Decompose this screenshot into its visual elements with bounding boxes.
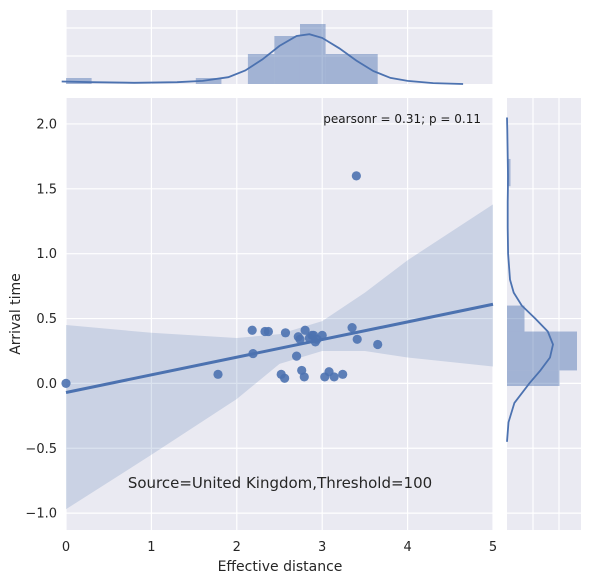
regression-line [65,302,494,394]
y-axis-label: Arrival time [8,273,24,355]
source-label: Source=United Kingdom,Threshold=100 [128,474,432,492]
scatter-point [295,334,305,344]
y-tick-label: 1.0 [36,247,57,262]
x-marginal-bar [247,54,275,84]
regression-confidence-band [66,204,493,510]
x-tick-label: 0 [62,540,70,555]
scatter-point [351,171,361,181]
y-tick-labels: −1.0 −0.5 0.0 0.5 1.0 1.5 2.0 [25,117,57,521]
y-marginal-bar [507,331,577,371]
y-tick-label: 2.0 [36,117,57,132]
scatter-point [280,373,290,383]
x-tick-label: 5 [489,540,497,555]
scatter-point [61,378,71,389]
scatter-point [317,330,327,341]
x-marginal-bar [299,24,326,84]
regression-line-segment [65,302,494,394]
x-marginal-bar [195,78,222,84]
scatter-point [213,369,223,379]
y-tick-label: 0.5 [36,312,57,327]
right-marginal-panel [507,98,581,530]
y-marginal-kde-curve [506,117,554,442]
scatter-point [247,325,257,335]
confidence-band [66,204,493,510]
y-tick-label: 0.0 [36,377,57,392]
x-marginal-bar [274,36,300,84]
x-marginal-kde-curve [61,33,464,85]
grid-lines [65,10,581,530]
scatter-points [61,171,383,389]
scatter-point [291,351,302,361]
scatter-point [263,326,273,337]
x-axis-label: Effective distance [218,559,343,575]
x-marginal-histogram [61,24,464,85]
y-tick-label: 1.5 [36,182,57,197]
y-tick-label: −1.0 [25,507,57,522]
scatter-point [299,372,309,382]
scatter-point [329,372,339,382]
x-tick-label: 4 [403,540,411,555]
scatter-point [248,348,258,359]
x-marginal-bar [66,78,92,84]
scatter-point [280,328,291,338]
x-tick-label: 1 [147,540,155,555]
x-tick-labels: 0 1 2 3 4 5 [62,540,497,555]
y-marginal-histogram [506,117,577,442]
pearson-annotation: pearsonr = 0.31; p = 0.11 [323,112,481,126]
scatter-point [300,325,310,335]
main-plot-panel [66,98,493,530]
scatter-point [347,323,357,333]
scatter-point [352,334,362,344]
y-tick-label: −0.5 [25,442,57,457]
scatter-point [373,339,383,350]
x-tick-label: 2 [233,540,241,555]
scatter-point [338,369,348,379]
y-marginal-bar [507,305,525,332]
x-tick-label: 3 [318,540,326,555]
